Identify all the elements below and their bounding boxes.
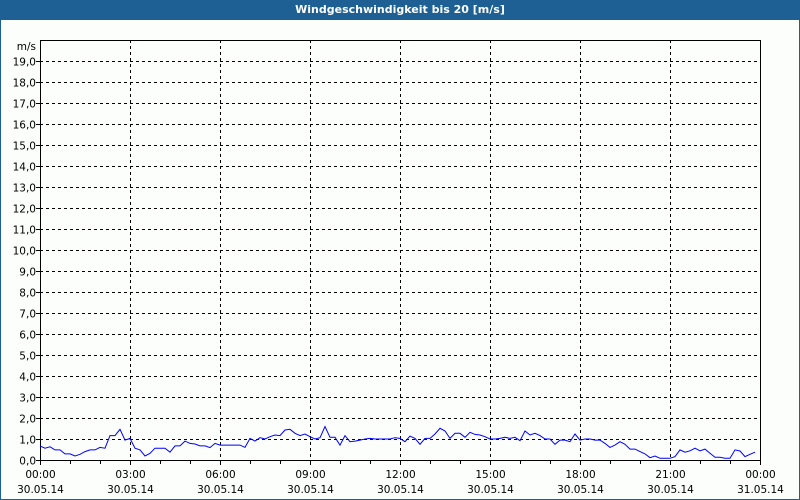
y-tick-label: 1,0	[19, 435, 36, 447]
x-tick-time: 00:00	[25, 469, 55, 481]
x-tick-date: 30.05.14	[107, 484, 154, 496]
y-tick-label: 7,0	[19, 309, 36, 321]
y-tick-label: 9,0	[19, 267, 36, 279]
y-tick-label: 17,0	[13, 99, 36, 111]
y-tick-label: 2,0	[19, 414, 36, 426]
x-tick-date: 30.05.14	[647, 484, 694, 496]
y-tick-label: 4,0	[19, 372, 36, 384]
wind-speed-line	[39, 425, 756, 459]
y-tick-label: 18,0	[13, 78, 36, 90]
y-tick-label: 5,0	[19, 351, 36, 363]
x-tick-date: 30.05.14	[467, 484, 514, 496]
x-tick-date: 30.05.14	[17, 484, 64, 496]
y-tick-label: 3,0	[19, 393, 36, 405]
y-tick-label: 19,0	[13, 57, 36, 69]
x-tick-time: 21:00	[655, 469, 685, 481]
x-tick-time: 15:00	[475, 469, 505, 481]
y-axis-unit: m/s	[17, 41, 36, 53]
x-tick-date: 30.05.14	[197, 484, 244, 496]
x-tick-date: 30.05.14	[557, 484, 604, 496]
y-tick-label: 13,0	[13, 183, 36, 195]
x-tick-time: 18:00	[565, 469, 595, 481]
x-tick-date: 30.05.14	[377, 484, 424, 496]
y-tick-label: 15,0	[13, 141, 36, 153]
x-tick-time: 00:00	[745, 469, 775, 481]
x-tick-time: 12:00	[385, 469, 415, 481]
x-tick-time: 03:00	[115, 469, 145, 481]
x-tick-time: 09:00	[295, 469, 325, 481]
y-tick-label: 8,0	[19, 288, 36, 300]
chart-title: Windgeschwindigkeit bis 20 [m/s]	[0, 0, 800, 20]
y-tick-label: 0,0	[19, 456, 36, 468]
y-tick-label: 6,0	[19, 330, 36, 342]
x-tick-date: 31.05.14	[737, 484, 784, 496]
y-tick-label: 16,0	[13, 120, 36, 132]
y-tick-label: 10,0	[13, 246, 36, 258]
y-tick-label: 14,0	[13, 162, 36, 174]
y-tick-label: 12,0	[13, 204, 36, 216]
y-tick-label: 11,0	[13, 225, 36, 237]
x-tick-date: 30.05.14	[287, 484, 334, 496]
x-tick-time: 06:00	[205, 469, 235, 481]
plot-area-border	[40, 40, 761, 461]
